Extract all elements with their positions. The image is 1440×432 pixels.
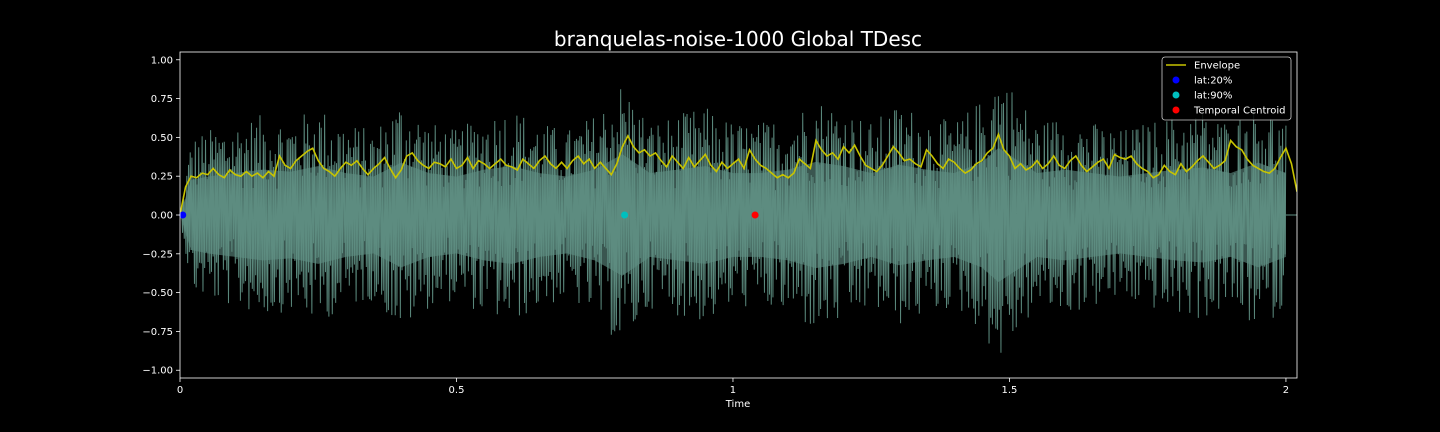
chart-title: branquelas-noise-1000 Global TDesc xyxy=(554,27,922,51)
legend-label: Envelope xyxy=(1194,61,1240,72)
marker-point-0 xyxy=(179,211,187,219)
y-axis: −1.00 −0.75 −0.50 −0.25 0.00 0.25 0.50 0.75 1.00 xyxy=(142,55,180,377)
legend-label: lat:90% xyxy=(1194,91,1232,102)
x-tick-label: 1.5 xyxy=(1002,385,1018,396)
y-tick-label: −0.75 xyxy=(142,327,173,338)
y-tick-label: 0.50 xyxy=(151,133,173,144)
y-tick-label: −0.25 xyxy=(142,249,173,260)
legend-label: lat:20% xyxy=(1194,76,1232,87)
y-tick-label: −1.00 xyxy=(142,366,173,377)
x-tick-label: 0.5 xyxy=(449,385,465,396)
legend-swatch-dot xyxy=(1172,106,1180,114)
x-tick-label: 2 xyxy=(1283,385,1289,396)
marker-point-1 xyxy=(621,211,629,219)
plot-area xyxy=(179,51,1298,379)
envelope-layer xyxy=(180,132,1297,216)
y-tick-label: 0.25 xyxy=(151,172,173,183)
y-tick-label: 0.00 xyxy=(151,211,173,222)
signal-layer xyxy=(180,89,1297,353)
x-tick-label: 1 xyxy=(730,385,736,396)
y-tick-label: 1.00 xyxy=(151,55,173,66)
legend-swatch-dot xyxy=(1172,91,1180,99)
signal-waveform xyxy=(180,89,1287,353)
y-tick-label: 0.75 xyxy=(151,94,173,105)
x-tick-label: 0 xyxy=(177,385,183,396)
legend-swatch-dot xyxy=(1172,76,1180,84)
x-axis-label: Time xyxy=(725,399,750,410)
legend-label: Temporal Centroid xyxy=(1193,106,1286,117)
marker-point-2 xyxy=(751,211,759,219)
legend-box xyxy=(1161,56,1292,121)
envelope-line xyxy=(180,132,1297,216)
marker-layer xyxy=(179,211,759,219)
legend: Envelope lat:20% lat:90% Temporal Centroid xyxy=(1161,56,1292,121)
y-tick-label: −0.50 xyxy=(142,288,173,299)
x-axis: 0 0.5 1 1.5 2 xyxy=(177,378,1289,396)
